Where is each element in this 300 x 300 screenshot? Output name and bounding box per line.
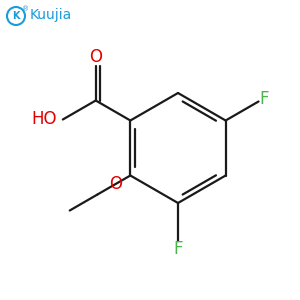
Text: K: K — [12, 11, 20, 21]
Text: Kuujia: Kuujia — [30, 8, 72, 22]
Text: F: F — [173, 240, 183, 258]
Text: HO: HO — [31, 110, 57, 128]
Text: ®: ® — [22, 6, 30, 12]
Text: O: O — [109, 175, 122, 193]
Text: F: F — [260, 89, 269, 107]
Text: O: O — [89, 47, 102, 65]
